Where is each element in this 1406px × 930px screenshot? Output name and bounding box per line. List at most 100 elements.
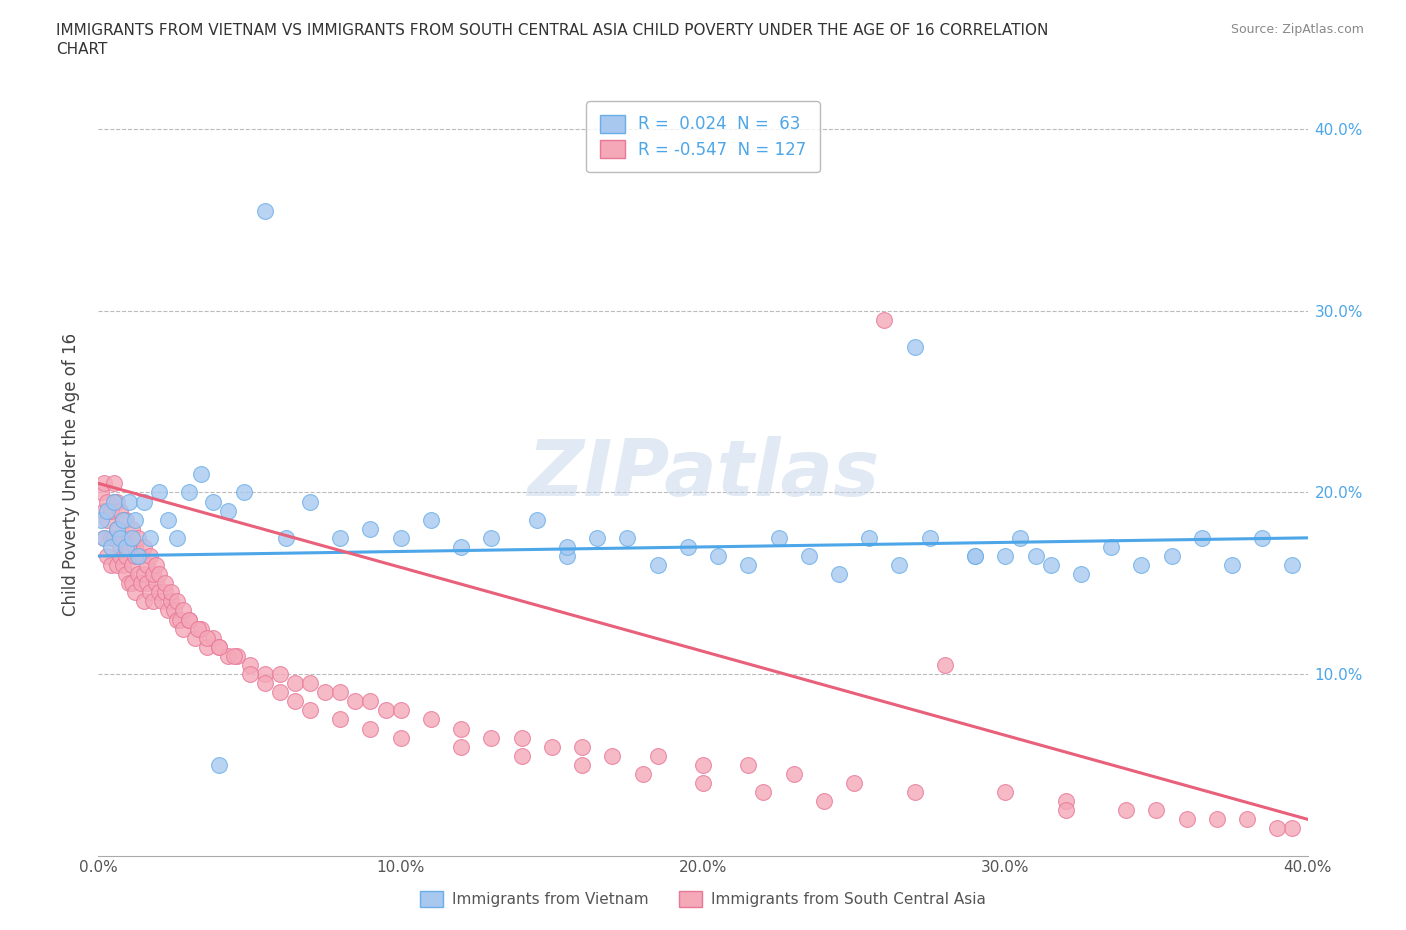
Point — [571, 757, 593, 772]
Point — [692, 776, 714, 790]
Point — [737, 558, 759, 573]
Point — [100, 530, 122, 545]
Point — [1130, 558, 1153, 573]
Point — [96, 549, 118, 564]
Point — [105, 558, 128, 573]
Point — [103, 530, 125, 545]
Point — [132, 566, 155, 581]
Point — [100, 558, 122, 573]
Point — [1054, 793, 1077, 808]
Point — [1191, 530, 1213, 545]
Point — [707, 549, 730, 564]
Point — [111, 512, 134, 527]
Point — [676, 539, 699, 554]
Point — [360, 522, 382, 537]
Point — [184, 631, 207, 645]
Point — [111, 512, 134, 527]
Point — [1039, 558, 1062, 573]
Point — [526, 512, 548, 527]
Point — [873, 312, 896, 327]
Point — [269, 684, 291, 699]
Point — [329, 684, 352, 699]
Point — [540, 739, 562, 754]
Point — [797, 549, 820, 564]
Point — [1010, 530, 1032, 545]
Point — [150, 594, 173, 609]
Point — [153, 585, 176, 600]
Point — [105, 522, 128, 537]
Point — [153, 576, 176, 591]
Point — [616, 530, 638, 545]
Point — [1144, 803, 1167, 817]
Point — [889, 558, 911, 573]
Point — [124, 539, 146, 554]
Point — [934, 658, 956, 672]
Point — [1251, 530, 1274, 545]
Point — [813, 793, 835, 808]
Point — [127, 530, 149, 545]
Point — [111, 558, 134, 573]
Point — [135, 558, 157, 573]
Point — [1206, 812, 1229, 827]
Point — [389, 530, 412, 545]
Point — [124, 585, 146, 600]
Point — [160, 585, 183, 600]
Point — [299, 703, 322, 718]
Text: IMMIGRANTS FROM VIETNAM VS IMMIGRANTS FROM SOUTH CENTRAL ASIA CHILD POVERTY UNDE: IMMIGRANTS FROM VIETNAM VS IMMIGRANTS FR… — [56, 23, 1049, 38]
Point — [93, 476, 115, 491]
Point — [100, 539, 122, 554]
Point — [96, 512, 118, 527]
Point — [93, 530, 115, 545]
Point — [329, 530, 352, 545]
Point — [284, 676, 307, 691]
Point — [121, 522, 143, 537]
Point — [118, 576, 141, 591]
Point — [148, 566, 170, 581]
Point — [208, 639, 231, 654]
Point — [602, 749, 624, 764]
Point — [166, 612, 188, 627]
Point — [96, 494, 118, 509]
Point — [105, 494, 128, 509]
Point — [179, 612, 201, 627]
Point — [1281, 821, 1303, 836]
Point — [510, 730, 533, 745]
Point — [114, 512, 136, 527]
Point — [96, 503, 118, 518]
Point — [93, 530, 115, 545]
Point — [269, 667, 291, 682]
Point — [737, 757, 759, 772]
Point — [224, 648, 246, 663]
Point — [132, 494, 155, 509]
Point — [121, 558, 143, 573]
Point — [166, 530, 188, 545]
Point — [226, 648, 249, 663]
Point — [208, 757, 231, 772]
Point — [114, 549, 136, 564]
Point — [420, 712, 443, 727]
Point — [202, 631, 225, 645]
Point — [692, 757, 714, 772]
Point — [100, 503, 122, 518]
Point — [1099, 539, 1122, 554]
Point — [299, 494, 322, 509]
Point — [450, 721, 472, 736]
Point — [1267, 821, 1289, 836]
Legend: Immigrants from Vietnam, Immigrants from South Central Asia: Immigrants from Vietnam, Immigrants from… — [413, 884, 993, 913]
Point — [571, 739, 593, 754]
Point — [172, 603, 194, 618]
Point — [389, 703, 412, 718]
Point — [129, 549, 152, 564]
Point — [121, 530, 143, 545]
Point — [344, 694, 367, 709]
Point — [284, 694, 307, 709]
Point — [135, 576, 157, 591]
Point — [752, 785, 775, 800]
Point — [129, 576, 152, 591]
Point — [139, 549, 162, 564]
Point — [156, 603, 179, 618]
Point — [166, 594, 188, 609]
Point — [124, 549, 146, 564]
Point — [904, 339, 927, 354]
Point — [190, 467, 212, 482]
